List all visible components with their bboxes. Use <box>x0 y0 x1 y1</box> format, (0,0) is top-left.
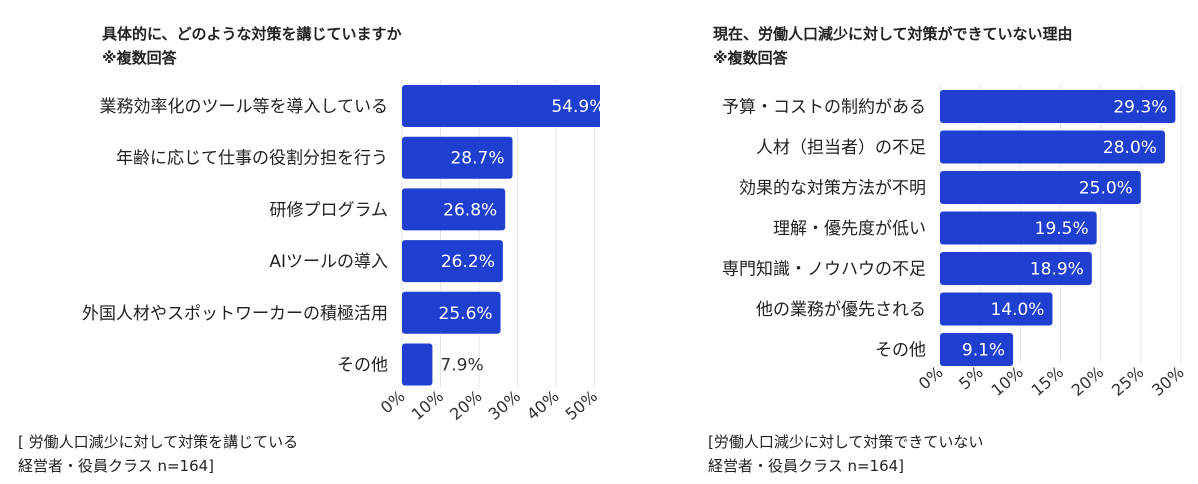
left-chart-panel: 具体的に、どのような対策を講じていますか ※複数回答 業務効率化のツール等を導入… <box>18 22 600 478</box>
right-value-label: 25.0% <box>1079 179 1133 199</box>
right-category-label: 他の業務が優先される <box>756 300 926 320</box>
left-category-label: その他 <box>337 356 388 376</box>
left-x-tick-label: 0% <box>377 387 409 418</box>
right-chart-note-line-1: [労働人口減少に対して対策できていない <box>708 433 984 451</box>
left-value-label: 7.9% <box>440 356 483 376</box>
right-category-label: 人材（担当者）の不足 <box>756 138 926 158</box>
left-x-tick-label: 30% <box>485 387 524 424</box>
right-chart-title-line-2: ※複数回答 <box>713 49 788 67</box>
right-bar <box>940 171 1141 204</box>
right-chart-note-line-2: 経営者・役員クラス n=164] <box>708 457 905 475</box>
right-chart-title: 現在、労働人口減少に対して対策ができていない理由 ※複数回答 <box>713 22 1073 70</box>
left-x-tick-label: 50% <box>562 387 600 424</box>
left-value-label: 26.2% <box>441 252 495 272</box>
right-chart-svg: 予算・コストの制約がある 29.3% 人材（担当者）の不足 28.0% 効果的な対策方法… <box>722 84 1188 400</box>
right-category-label: その他 <box>875 341 926 361</box>
left-value-label: 26.8% <box>443 200 497 220</box>
right-category-label: 効果的な対策方法が不明 <box>739 179 926 199</box>
left-bar <box>402 188 506 231</box>
left-value-label: 54.9% <box>551 97 600 117</box>
left-bar <box>402 240 503 283</box>
right-x-tick-label: 10% <box>987 363 1026 400</box>
left-category-label: 年齢に応じて仕事の役割分担を行う <box>116 149 388 169</box>
left-chart-note-line-2: 経営者・役員クラス n=164] <box>18 457 215 475</box>
left-category-label: 外国人材やスポットワーカーの積極活用 <box>82 304 388 324</box>
right-category-label: 予算・コストの制約がある <box>722 98 926 118</box>
left-chart-note: [ 労働人口減少に対して対策を講じている 経営者・役員クラス n=164] <box>18 430 298 478</box>
right-bar <box>940 130 1165 164</box>
left-x-tick-label: 10% <box>408 387 447 424</box>
left-value-label: 28.7% <box>450 149 504 169</box>
left-category-label: 業務効率化のツール等を導入している <box>100 97 389 117</box>
left-chart-title: 具体的に、どのような対策を講じていますか ※複数回答 <box>102 22 402 70</box>
right-x-tick-label: 20% <box>1068 363 1107 400</box>
right-chart-title-line-1: 現在、労働人口減少に対して対策ができていない理由 <box>713 25 1073 43</box>
right-bar <box>940 333 1014 366</box>
right-x-tick-label: 5% <box>955 363 987 394</box>
left-chart-svg: 業務効率化のツール等を導入している 54.9% 年齢に応じて仕事の役割分担を行う 28… <box>82 80 600 424</box>
left-category-label: AIツールの導入 <box>269 252 388 272</box>
right-category-label: 専門知識・ノウハウの不足 <box>722 260 926 280</box>
left-chart-title-line-1: 具体的に、どのような対策を講じていますか <box>102 25 402 43</box>
right-bar <box>940 292 1053 326</box>
left-x-tick-label: 40% <box>523 387 562 424</box>
left-category-label: 研修プログラム <box>270 200 389 220</box>
left-bar <box>402 136 513 179</box>
left-value-label: 25.6% <box>439 304 493 324</box>
right-value-label: 29.3% <box>1113 98 1167 118</box>
right-x-tick-label: 0% <box>915 363 947 394</box>
left-bar <box>402 85 600 127</box>
right-value-label: 9.1% <box>962 341 1005 361</box>
right-chart-panel: 現在、労働人口減少に対して対策ができていない理由 ※複数回答 予算・コストの制約… <box>600 0 1198 484</box>
left-x-tick-label: 20% <box>446 387 485 424</box>
right-value-label: 14.0% <box>990 300 1044 320</box>
right-bar <box>940 252 1092 285</box>
left-bar <box>402 291 501 334</box>
right-value-label: 18.9% <box>1030 260 1084 280</box>
right-x-tick-label: 30% <box>1148 363 1187 400</box>
right-bar <box>940 90 1176 123</box>
right-chart-note: [労働人口減少に対して対策できていない 経営者・役員クラス n=164] <box>708 430 983 478</box>
left-chart-note-line-1: [ 労働人口減少に対して対策を講じている <box>18 433 299 451</box>
right-x-tick-label: 25% <box>1108 363 1147 400</box>
right-x-tick-label: 15% <box>1028 363 1067 400</box>
right-category-label: 理解・優先度が低い <box>773 219 926 239</box>
right-bar <box>940 211 1097 245</box>
left-chart-title-line-2: ※複数回答 <box>102 49 177 67</box>
right-value-label: 28.0% <box>1103 138 1157 158</box>
left-bar <box>402 343 433 386</box>
right-value-label: 19.5% <box>1035 219 1089 239</box>
